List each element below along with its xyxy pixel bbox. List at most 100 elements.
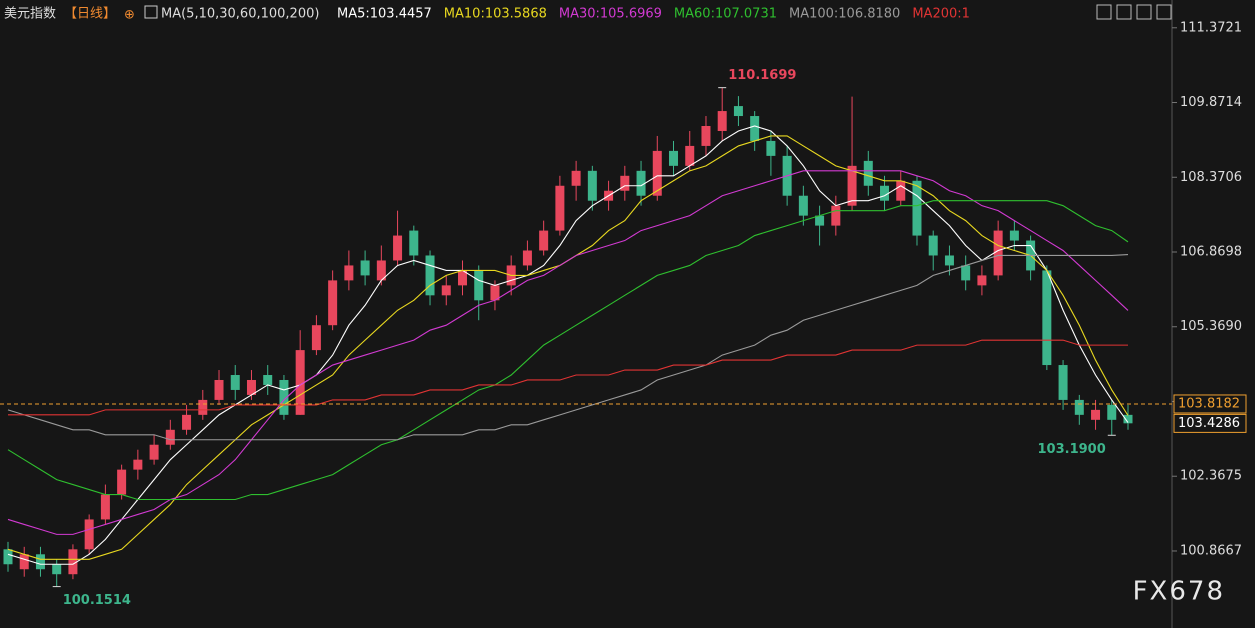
candle-body xyxy=(441,285,451,296)
candle-body xyxy=(295,350,305,415)
icon[interactable]: ⊕ xyxy=(124,8,135,23)
candle-body xyxy=(1107,404,1117,420)
legend-entry: MA100:106.8180 xyxy=(789,7,900,22)
candle-body xyxy=(880,185,890,201)
candle-body xyxy=(831,205,841,226)
candle-body xyxy=(928,235,938,256)
ma-line xyxy=(7,135,1129,560)
candle-body xyxy=(896,180,906,201)
candle-body xyxy=(912,180,922,236)
candle-body xyxy=(522,250,532,266)
candle-body xyxy=(409,230,419,256)
candle-body xyxy=(1091,409,1101,420)
candle-body xyxy=(1042,270,1052,366)
y-tick-label: 102.3675 xyxy=(1180,469,1242,484)
ma-title: MA(5,10,30,60,100,200) xyxy=(161,7,319,22)
annotation: 103.1900 xyxy=(1038,442,1106,457)
annotation: 100.1514 xyxy=(63,593,131,608)
candle-body xyxy=(1074,399,1084,415)
price-tag: 103.4286 xyxy=(1178,416,1240,431)
candle-body xyxy=(3,549,13,565)
candle-body xyxy=(944,255,954,266)
candle-body xyxy=(636,170,646,196)
candle-body xyxy=(798,195,808,216)
y-tick-label: 108.3706 xyxy=(1180,170,1242,185)
candle-body xyxy=(393,235,403,261)
price-tag: 103.8182 xyxy=(1178,396,1240,411)
y-tick-label: 105.3690 xyxy=(1180,319,1242,334)
candle-body xyxy=(68,549,78,575)
price-tag-box xyxy=(1173,394,1247,414)
candle-body xyxy=(1009,230,1019,241)
candle-body xyxy=(847,165,857,206)
candle-body xyxy=(344,265,354,281)
candle-body xyxy=(84,519,94,550)
candle-body xyxy=(149,444,159,460)
candle-body xyxy=(766,140,776,156)
candle-body xyxy=(52,564,62,575)
candle-body xyxy=(701,125,711,146)
candle-body xyxy=(750,116,760,141)
legend-entry: MA5:103.4457 xyxy=(337,7,432,22)
candle-body xyxy=(311,325,321,351)
candle-body xyxy=(669,150,679,166)
y-tick-label: 100.8667 xyxy=(1180,543,1242,558)
candle-body xyxy=(571,170,581,186)
candle-body xyxy=(474,270,484,301)
candle-body xyxy=(539,230,549,251)
legend-entry: MA10:103.5868 xyxy=(444,7,547,22)
toolbar xyxy=(1096,4,1172,20)
candle-body xyxy=(717,111,727,131)
candle-body xyxy=(652,150,662,196)
candle-body xyxy=(230,375,240,390)
candle-body xyxy=(35,554,45,570)
candle-body xyxy=(993,230,1003,276)
title: 美元指数 xyxy=(4,7,56,22)
icon[interactable] xyxy=(144,5,158,19)
tool-button[interactable] xyxy=(1156,4,1172,20)
period[interactable]: 【日线】 xyxy=(64,7,116,22)
tool-button[interactable] xyxy=(1136,4,1152,20)
candle-body xyxy=(328,280,338,326)
legend-entry: MA200:1 xyxy=(912,7,970,22)
candle-body xyxy=(685,145,695,166)
ma-line xyxy=(7,200,1129,501)
candle-body xyxy=(376,260,386,281)
candle-body xyxy=(100,494,110,520)
y-tick-label: 111.3721 xyxy=(1180,20,1242,35)
legend-entry: MA60:107.0731 xyxy=(674,7,777,22)
candle-body xyxy=(360,260,370,276)
candle-body xyxy=(263,375,273,385)
candle-body xyxy=(587,170,597,201)
candle-body xyxy=(246,379,256,395)
candle-body xyxy=(1058,365,1068,400)
tool-button[interactable] xyxy=(1116,4,1132,20)
candle-body xyxy=(165,429,175,445)
candle-body xyxy=(490,285,500,301)
candle-body xyxy=(198,399,208,415)
candle-body xyxy=(279,379,289,415)
legend-entry: MA30:105.6969 xyxy=(559,7,662,22)
candle-body xyxy=(1123,414,1133,424)
price-tag-box xyxy=(1173,413,1247,433)
annotation: 110.1699 xyxy=(728,68,796,83)
watermark: FX678 xyxy=(1133,577,1225,607)
candle-body xyxy=(977,275,987,286)
candle-body xyxy=(457,270,467,286)
ma-line xyxy=(8,339,1128,416)
y-tick-label: 106.8698 xyxy=(1180,245,1242,260)
ma-line xyxy=(7,125,1129,565)
ma-line xyxy=(7,254,1129,441)
candle-body xyxy=(815,215,825,226)
candle-body xyxy=(19,554,29,570)
y-tick-label: 109.8714 xyxy=(1180,95,1242,110)
candle-body xyxy=(214,379,224,400)
candle-body xyxy=(555,185,565,231)
candle-body xyxy=(182,414,192,430)
ma-line xyxy=(7,170,1129,535)
candle-body xyxy=(425,255,435,296)
tool-button[interactable] xyxy=(1096,4,1112,20)
candle-body xyxy=(133,459,143,470)
